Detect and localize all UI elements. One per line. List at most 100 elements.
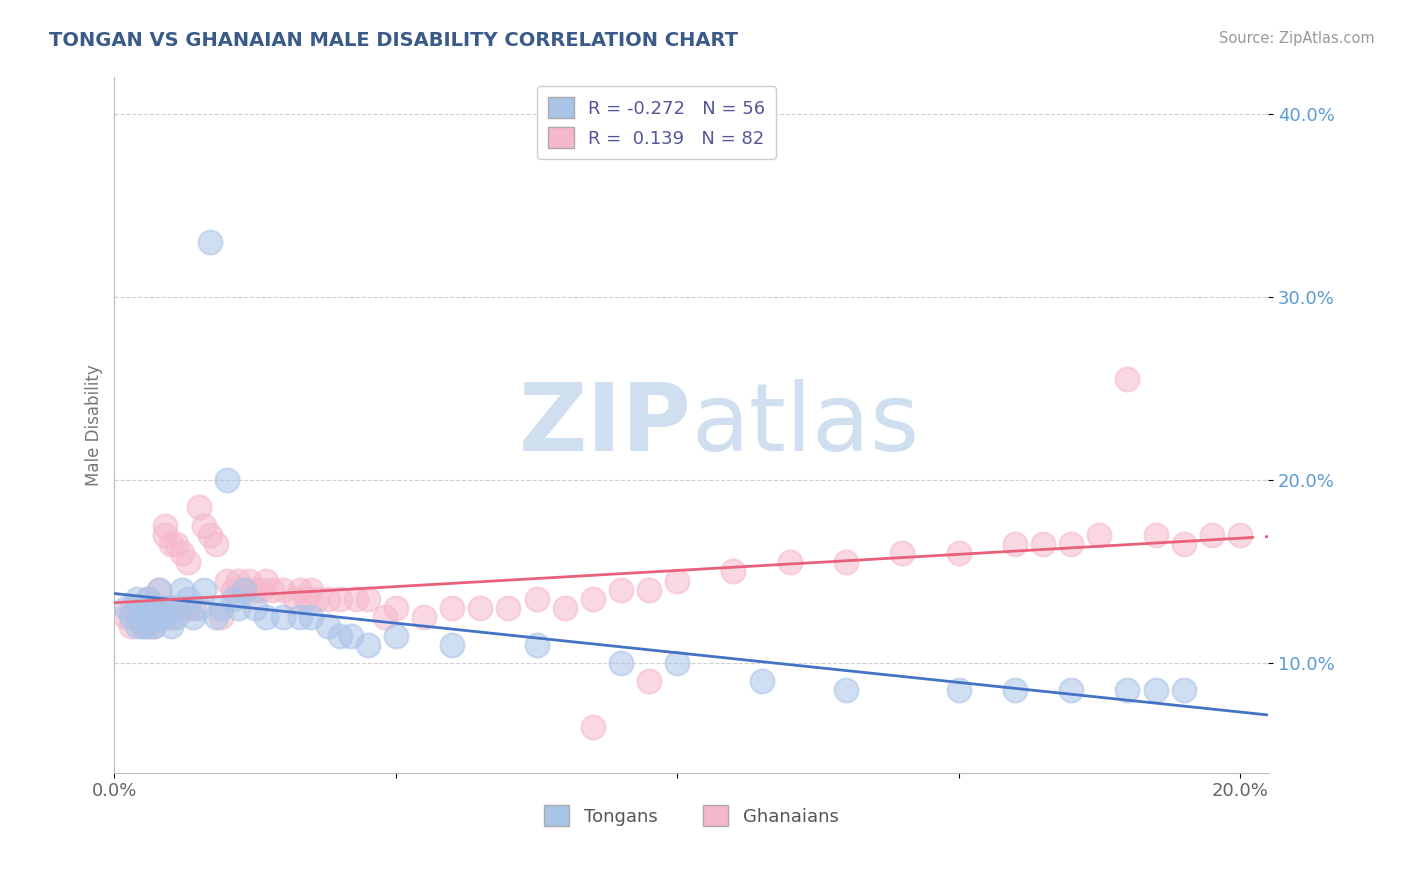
Point — [638, 582, 661, 597]
Point — [148, 601, 170, 615]
Point — [142, 619, 165, 633]
Point — [159, 537, 181, 551]
Point — [470, 601, 492, 615]
Point — [153, 601, 176, 615]
Point — [187, 500, 209, 515]
Point — [232, 582, 254, 597]
Point — [136, 601, 159, 615]
Point — [170, 582, 193, 597]
Point — [209, 610, 232, 624]
Point — [221, 582, 243, 597]
Point — [385, 628, 408, 642]
Point — [131, 610, 153, 624]
Point — [582, 720, 605, 734]
Point — [948, 546, 970, 560]
Point — [260, 582, 283, 597]
Point — [125, 591, 148, 606]
Point — [498, 601, 520, 615]
Point — [526, 591, 548, 606]
Point — [221, 591, 243, 606]
Point — [125, 601, 148, 615]
Point — [142, 601, 165, 615]
Point — [198, 235, 221, 249]
Point — [153, 610, 176, 624]
Point — [165, 601, 187, 615]
Point — [1060, 683, 1083, 698]
Point — [187, 601, 209, 615]
Point — [1060, 537, 1083, 551]
Point — [344, 591, 367, 606]
Point — [215, 574, 238, 588]
Point — [176, 591, 198, 606]
Point — [666, 574, 689, 588]
Point — [120, 601, 142, 615]
Legend: Tongans, Ghanaians: Tongans, Ghanaians — [537, 798, 845, 833]
Point — [131, 619, 153, 633]
Point — [779, 555, 801, 569]
Point — [1004, 537, 1026, 551]
Point — [232, 582, 254, 597]
Text: ZIP: ZIP — [519, 379, 692, 471]
Point — [610, 582, 633, 597]
Point — [170, 546, 193, 560]
Point — [198, 528, 221, 542]
Point — [159, 601, 181, 615]
Point — [153, 601, 176, 615]
Point — [271, 582, 294, 597]
Point — [526, 638, 548, 652]
Point — [148, 582, 170, 597]
Point — [723, 565, 745, 579]
Point — [165, 601, 187, 615]
Point — [136, 619, 159, 633]
Point — [142, 601, 165, 615]
Y-axis label: Male Disability: Male Disability — [86, 364, 103, 486]
Point — [209, 601, 232, 615]
Point — [638, 674, 661, 689]
Point — [1173, 537, 1195, 551]
Point — [181, 601, 204, 615]
Point — [193, 582, 215, 597]
Point — [751, 674, 773, 689]
Point — [148, 582, 170, 597]
Text: TONGAN VS GHANAIAN MALE DISABILITY CORRELATION CHART: TONGAN VS GHANAIAN MALE DISABILITY CORRE… — [49, 31, 738, 50]
Point — [131, 619, 153, 633]
Point — [339, 628, 361, 642]
Text: Source: ZipAtlas.com: Source: ZipAtlas.com — [1219, 31, 1375, 46]
Point — [1144, 683, 1167, 698]
Point — [1201, 528, 1223, 542]
Point — [142, 610, 165, 624]
Point — [271, 610, 294, 624]
Point — [294, 591, 316, 606]
Point — [316, 591, 339, 606]
Point — [357, 591, 380, 606]
Point — [1173, 683, 1195, 698]
Point — [299, 582, 322, 597]
Point — [374, 610, 396, 624]
Point — [666, 656, 689, 670]
Point — [120, 610, 142, 624]
Point — [385, 601, 408, 615]
Point — [215, 473, 238, 487]
Text: atlas: atlas — [692, 379, 920, 471]
Point — [1229, 528, 1251, 542]
Point — [136, 591, 159, 606]
Point — [176, 601, 198, 615]
Point — [835, 555, 858, 569]
Point — [254, 610, 277, 624]
Point — [193, 518, 215, 533]
Point — [165, 537, 187, 551]
Point — [328, 628, 350, 642]
Point — [243, 601, 266, 615]
Point — [610, 656, 633, 670]
Point — [181, 610, 204, 624]
Point — [142, 610, 165, 624]
Point — [1116, 683, 1139, 698]
Point — [153, 518, 176, 533]
Point — [114, 601, 136, 615]
Point — [159, 610, 181, 624]
Point — [441, 601, 464, 615]
Point — [159, 619, 181, 633]
Point — [283, 591, 305, 606]
Point — [114, 610, 136, 624]
Point — [125, 619, 148, 633]
